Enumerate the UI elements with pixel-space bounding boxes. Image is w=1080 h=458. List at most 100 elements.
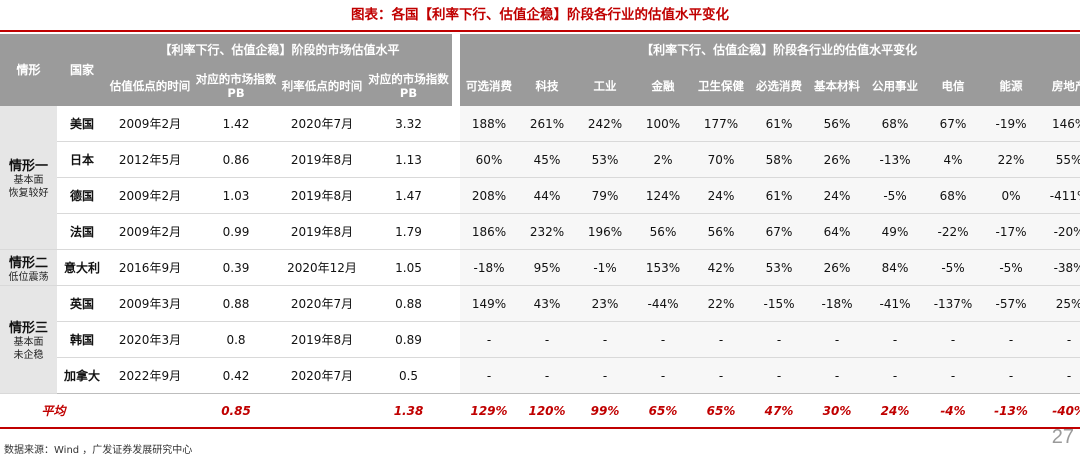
industry-value-cell: -22% <box>924 213 983 250</box>
table-row: 加拿大 2022年9月 0.42 2020年7月 0.5- - - - - - - - - - - <box>0 357 1080 394</box>
industry-value-cell: 26% <box>808 249 867 286</box>
average-value-cell: 120% <box>518 393 577 429</box>
country-cell: 英国 <box>57 285 107 322</box>
rate-low-time-cell: 2020年7月 <box>279 357 365 394</box>
country-cell: 法国 <box>57 213 107 250</box>
rate-low-time-cell: 2019年8月 <box>279 213 365 250</box>
industry-value-cell: 64% <box>808 213 867 250</box>
valuation-low-time-cell: 2009年2月 <box>107 213 193 250</box>
industry-value-cell: - <box>750 357 809 394</box>
industry-value-cell: - <box>924 357 983 394</box>
average-value-cell: -40% <box>1040 393 1080 429</box>
average-value-cell: 99% <box>576 393 635 429</box>
scenario-desc: 基本面 <box>13 175 44 186</box>
industry-value-cell: - <box>576 357 635 394</box>
header-industry: 工业 <box>576 66 635 106</box>
header-pb-2: 对应的市场指数PB <box>365 66 453 106</box>
table-row: 情形一 基本面 恢复较好 美国 2009年2月 1.42 2020年7月 3.32 188% 26… <box>0 106 1080 250</box>
average-label: 平均 <box>0 393 107 429</box>
valuation-low-time-cell: 2016年9月 <box>107 249 193 286</box>
industry-value-cell: - <box>750 321 809 358</box>
header-pb-1: 对应的市场指数PB <box>193 66 279 106</box>
industry-value-cell: - <box>518 321 577 358</box>
table-row: 韩国 2020年3月 0.8 2019年8月 0.89- - - - - - - - - - - <box>0 321 1080 358</box>
industry-value-cell: 79% <box>576 177 635 214</box>
industry-value-cell: 186% <box>460 213 519 250</box>
industry-value-cell: 22% <box>982 141 1041 178</box>
pb-cell: 0.88 <box>365 285 453 322</box>
industry-value-cell: 44% <box>518 177 577 214</box>
industry-value-cell: - <box>460 321 519 358</box>
country-cell: 德国 <box>57 177 107 214</box>
industry-value-cell: - <box>866 321 925 358</box>
pb-cell: 0.5 <box>365 357 453 394</box>
header-industry: 科技 <box>518 66 577 106</box>
industry-value-cell: 26% <box>808 141 867 178</box>
industry-value-cell: 177% <box>692 106 751 142</box>
average-value-cell: 129% <box>460 393 519 429</box>
industry-value-cell: 67% <box>924 106 983 142</box>
rate-low-time-cell: 2020年12月 <box>279 249 365 286</box>
industry-value-cell: 68% <box>866 106 925 142</box>
pb-cell: 0.42 <box>193 357 279 394</box>
industry-value-cell: 261% <box>518 106 577 142</box>
scenario-desc: 恢复较好 <box>8 188 49 199</box>
header-valuation-low-time: 估值低点的时间 <box>107 66 193 106</box>
table-row: 情形二 低位震荡 意大利 2016年9月 0.39 2020年12月 1.05 -18% 95%… <box>0 249 1080 286</box>
average-pb-2: 1.38 <box>365 393 453 429</box>
country-cell: 韩国 <box>57 321 107 358</box>
industry-value-cell: -38% <box>1040 249 1080 286</box>
header-industry: 可选消费 <box>460 66 519 106</box>
header-industry: 能源 <box>982 66 1041 106</box>
average-value-cell: -13% <box>982 393 1041 429</box>
header-scenario: 情形 <box>0 34 57 106</box>
valuation-low-time-cell: 2012年5月 <box>107 141 193 178</box>
industry-value-cell: - <box>982 321 1041 358</box>
industry-value-cell: -5% <box>866 177 925 214</box>
scenario-name: 情形三 <box>8 321 48 336</box>
header-industry: 公用事业 <box>866 66 925 106</box>
industry-value-cell: 24% <box>692 177 751 214</box>
industry-value-cell: - <box>460 357 519 394</box>
table-row: 法国 2009年2月 0.99 2019年8月 1.79 186% 232% 196% 56% 5… <box>0 213 1080 250</box>
industry-value-cell: -15% <box>750 285 809 322</box>
header-industry: 基本材料 <box>808 66 867 106</box>
industry-value-cell: -57% <box>982 285 1041 322</box>
industry-value-cell: 25% <box>1040 285 1080 322</box>
industry-value-cell: - <box>866 357 925 394</box>
industry-value-cell: - <box>924 321 983 358</box>
pb-cell: 1.05 <box>365 249 453 286</box>
industry-value-cell: -44% <box>634 285 693 322</box>
header-industry: 必选消费 <box>750 66 809 106</box>
valuation-low-time-cell: 2020年3月 <box>107 321 193 358</box>
industry-value-cell: 70% <box>692 141 751 178</box>
pb-cell: 1.47 <box>365 177 453 214</box>
industry-value-cell: - <box>634 321 693 358</box>
country-cell: 美国 <box>57 106 107 142</box>
industry-value-cell: - <box>1040 321 1080 358</box>
header-industry: 卫生保健 <box>692 66 751 106</box>
scenario-cell: 情形二 低位震荡 <box>0 249 57 286</box>
header-industry: 电信 <box>924 66 983 106</box>
industry-value-cell: 58% <box>750 141 809 178</box>
industry-value-cell: 4% <box>924 141 983 178</box>
average-value-cell: 65% <box>692 393 751 429</box>
data-source-note: 数据来源：Wind ，广发证券发展研究中心 <box>4 445 193 456</box>
country-cell: 日本 <box>57 141 107 178</box>
scenario-cell: 情形三 基本面 未企稳 <box>0 285 57 394</box>
industry-value-cell: -41% <box>866 285 925 322</box>
scenario-name: 情形一 <box>8 159 48 174</box>
table-row: 德国 2009年2月 1.03 2019年8月 1.47 208% 44% 79% 124% 24… <box>0 177 1080 214</box>
industry-value-cell: 100% <box>634 106 693 142</box>
industry-value-cell: 153% <box>634 249 693 286</box>
industry-value-cell: 42% <box>692 249 751 286</box>
rate-low-time-cell: 2020年7月 <box>279 106 365 142</box>
industry-value-cell: 43% <box>518 285 577 322</box>
industry-value-cell: 53% <box>750 249 809 286</box>
title-divider <box>0 30 1080 32</box>
industry-value-cell: 55% <box>1040 141 1080 178</box>
industry-value-cell: -19% <box>982 106 1041 142</box>
pb-cell: 0.88 <box>193 285 279 322</box>
industry-value-cell: -17% <box>982 213 1041 250</box>
industry-value-cell: 2% <box>634 141 693 178</box>
